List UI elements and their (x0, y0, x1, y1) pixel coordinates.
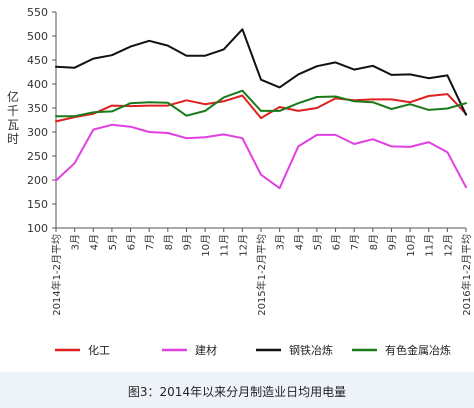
x-tick-label: 9月 (181, 234, 193, 250)
x-tick-label: 5月 (107, 234, 119, 250)
x-tick-label: 12月 (237, 234, 249, 257)
x-tick-label: 7月 (349, 234, 361, 250)
figure-caption: 图3：2014年以来分月制造业日均用电量 (127, 385, 347, 399)
x-tick-label: 2016年1-2月平均 (460, 234, 473, 316)
x-tick-label: 8月 (368, 234, 380, 250)
y-tick-label: 400 (27, 78, 48, 91)
legend-label: 钢铁冶炼 (289, 343, 333, 357)
y-tick-label: 350 (27, 102, 48, 115)
x-tick-label: 12月 (442, 234, 454, 257)
y-tick-label: 550 (27, 6, 48, 19)
x-tick-label: 2014年1-2月平均 (50, 234, 63, 316)
series-lines (55, 28, 467, 190)
y-tick-label: 150 (27, 198, 48, 211)
x-tick-label: 4月 (88, 234, 100, 250)
tick-labels: 100 150 200 250 300 350 400 450 500 550 2014年1-2月平… (27, 6, 473, 316)
y-tick-label: 250 (27, 150, 48, 163)
caption-bar (0, 372, 474, 408)
x-tick-label: 5月 (312, 234, 324, 250)
x-tick-label: 3月 (275, 234, 287, 250)
x-tick-label: 6月 (126, 234, 138, 250)
legend: 化工 建材 钢铁冶炼 有色金属冶炼 (55, 343, 451, 357)
x-tick-label: 9月 (386, 234, 398, 250)
series-line-1 (55, 93, 467, 123)
x-tick-label: 3月 (70, 234, 82, 250)
series-line-3 (55, 28, 467, 116)
legend-label: 建材 (195, 343, 217, 357)
series-line-4 (55, 89, 467, 118)
x-tick-label: 10月 (200, 234, 212, 257)
x-tick-label: 4月 (293, 234, 305, 250)
y-tick-label: 300 (27, 126, 48, 139)
line-chart: 100 150 200 250 300 350 400 450 500 550 2014年1-2月平… (7, 6, 473, 357)
legend-label: 化工 (88, 343, 110, 357)
y-tick-label: 450 (27, 54, 48, 67)
x-tick-label: 11月 (424, 234, 436, 257)
x-tick-label: 2015年1-2月平均 (255, 234, 268, 316)
x-tick-label: 7月 (144, 234, 156, 250)
y-tick-label: 100 (27, 222, 48, 235)
x-tick-label: 11月 (219, 234, 231, 257)
legend-label: 有色金属冶炼 (385, 343, 451, 357)
axes (52, 11, 467, 232)
y-tick-label: 500 (27, 30, 48, 43)
x-tick-label: 10月 (405, 234, 417, 257)
series-line-2 (55, 123, 467, 190)
x-tick-label: 8月 (163, 234, 175, 250)
y-axis-label: 亿千瓦时 (7, 89, 19, 146)
x-tick-label: 6月 (331, 234, 343, 250)
y-tick-label: 200 (27, 174, 48, 187)
